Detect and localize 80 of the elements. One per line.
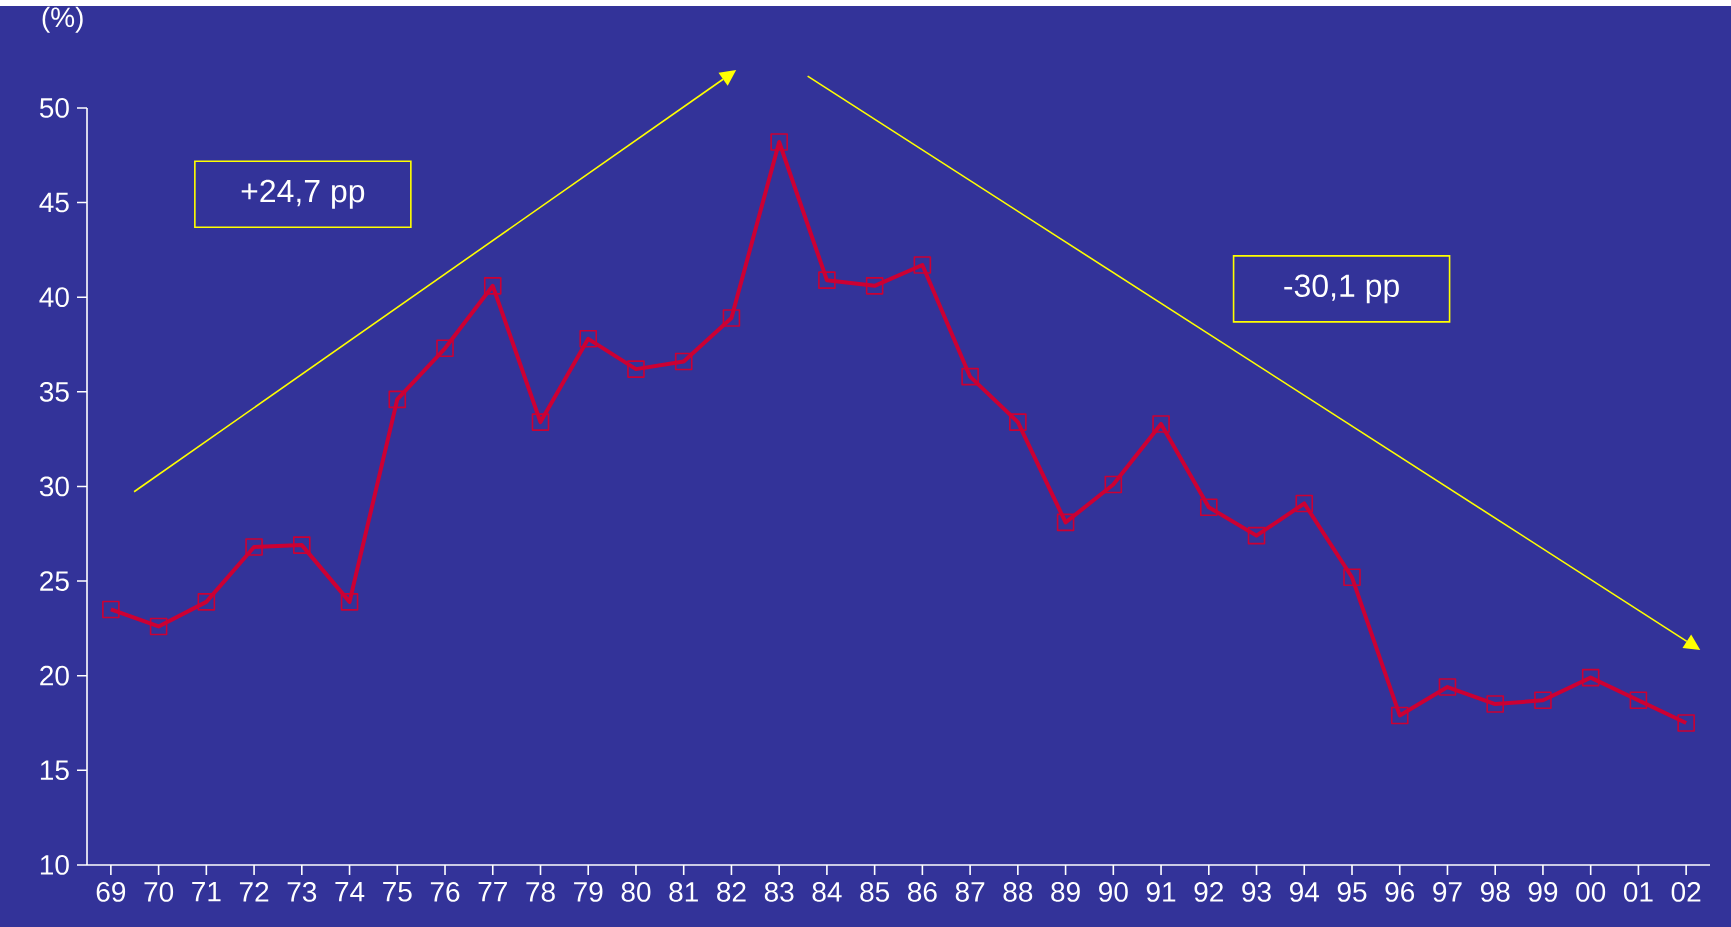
y-tick-label: 40: [39, 287, 69, 308]
point: [722, 309, 741, 327]
point: [1056, 513, 1075, 532]
point: [1534, 691, 1552, 710]
x-tick-label: 69: [96, 882, 126, 902]
point: [579, 330, 598, 348]
point: [340, 593, 359, 611]
x-tick-label: 90: [1099, 882, 1128, 902]
point: [388, 390, 407, 409]
x-tick-label: 89: [1051, 882, 1080, 902]
x-tick-label: 87: [955, 882, 985, 902]
point: [1677, 714, 1695, 732]
point: [961, 367, 979, 386]
point: [770, 133, 788, 151]
y-tick-label: 30: [39, 476, 69, 497]
point: [436, 339, 454, 358]
x-tick-label: 00: [1576, 882, 1606, 902]
x-tick-label: 88: [1003, 882, 1033, 902]
point: [627, 360, 645, 378]
point: [1152, 415, 1170, 433]
point: [674, 352, 693, 371]
x-tick-label: 70: [144, 882, 174, 902]
annotation: +24,7 pp: [241, 179, 365, 209]
point: [293, 536, 311, 554]
y-tick-label: 35: [39, 381, 69, 402]
point: [102, 600, 120, 619]
x-tick-label: 71: [192, 882, 221, 902]
x-tick-label: 94: [1290, 882, 1319, 902]
y-axis-title: (%): [42, 6, 83, 33]
point: [245, 538, 263, 556]
x-tick-label: 96: [1385, 882, 1415, 902]
x-tick-label: 82: [717, 882, 746, 902]
x-tick-label: 86: [908, 882, 937, 902]
x-tick-label: 79: [574, 882, 603, 902]
point: [531, 413, 550, 431]
x-tick-label: 97: [1433, 882, 1462, 902]
x-tick-label: 74: [335, 882, 365, 902]
x-tick-label: 75: [383, 882, 412, 902]
point: [1247, 526, 1266, 545]
point: [818, 271, 836, 289]
x-tick-label: 81: [669, 882, 698, 902]
x-tick-label: 85: [860, 882, 890, 902]
point: [1009, 413, 1027, 431]
point: [1486, 695, 1504, 713]
point: [865, 277, 884, 295]
annotation: -30,1 pp: [1284, 274, 1399, 304]
point: [1390, 706, 1409, 725]
x-tick-label: 80: [621, 882, 651, 902]
x-tick-label: 98: [1480, 882, 1510, 902]
x-tick-label: 73: [287, 882, 317, 902]
y-tick-label: 25: [40, 571, 69, 592]
point: [1581, 668, 1600, 687]
x-tick-label: 99: [1528, 882, 1558, 902]
x-tick-label: 01: [1623, 882, 1653, 902]
x-tick-label: 72: [239, 882, 269, 902]
point: [1343, 568, 1361, 587]
x-tick-label: 95: [1337, 882, 1367, 902]
point: [1199, 498, 1218, 517]
point: [1438, 678, 1457, 696]
point: [913, 256, 932, 274]
y-tick-label: 20: [40, 665, 69, 686]
x-tick-label: 78: [526, 882, 555, 902]
x-tick-label: 84: [812, 882, 842, 902]
point: [197, 593, 216, 611]
point: [483, 277, 502, 295]
point: [1295, 494, 1314, 513]
y-tick-label: 50: [39, 98, 69, 118]
x-tick-label: 83: [764, 882, 794, 902]
y-tick-label: 45: [39, 192, 69, 213]
y-tick-label: 10: [40, 855, 69, 875]
x-tick-label: 93: [1242, 882, 1271, 902]
point: [149, 617, 168, 636]
x-tick-label: 91: [1146, 882, 1176, 902]
y-tick-label: 15: [40, 760, 69, 781]
point: [1629, 691, 1648, 710]
point: [1104, 475, 1123, 494]
x-tick-label: 92: [1194, 882, 1223, 902]
x-tick-label: 76: [430, 882, 460, 902]
x-tick-label: 02: [1671, 882, 1701, 902]
x-tick-label: 77: [478, 882, 507, 902]
